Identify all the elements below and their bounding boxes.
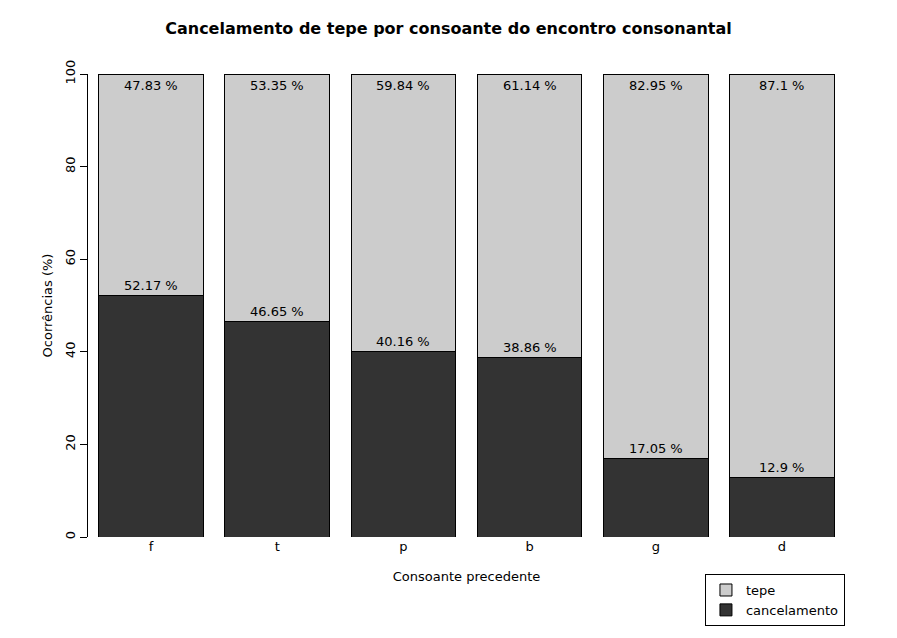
- svg-text:17.05 %: 17.05 %: [629, 441, 683, 456]
- svg-text:tepe: tepe: [746, 583, 775, 598]
- svg-text:80: 80: [63, 156, 78, 173]
- svg-text:52.17 %: 52.17 %: [124, 278, 178, 293]
- svg-text:46.65 %: 46.65 %: [250, 304, 304, 319]
- svg-text:82.95 %: 82.95 %: [629, 78, 683, 93]
- svg-text:40.16 %: 40.16 %: [376, 334, 430, 349]
- svg-text:47.83 %: 47.83 %: [124, 78, 178, 93]
- svg-text:0: 0: [63, 531, 78, 539]
- svg-text:12.9 %: 12.9 %: [759, 460, 804, 475]
- svg-text:40: 40: [63, 342, 78, 359]
- svg-text:f: f: [149, 539, 154, 554]
- svg-text:d: d: [778, 539, 786, 554]
- svg-text:87.1 %: 87.1 %: [759, 78, 804, 93]
- svg-text:p: p: [399, 539, 407, 554]
- svg-text:60: 60: [63, 249, 78, 266]
- svg-text:53.35 %: 53.35 %: [250, 78, 304, 93]
- svg-text:Consoante precedente: Consoante precedente: [393, 569, 540, 584]
- svg-text:38.86 %: 38.86 %: [503, 340, 557, 355]
- svg-text:61.14 %: 61.14 %: [503, 78, 557, 93]
- svg-text:cancelamento: cancelamento: [746, 603, 838, 618]
- svg-text:20: 20: [63, 434, 78, 451]
- svg-text:t: t: [275, 539, 280, 554]
- svg-text:Ocorrências (%): Ocorrências (%): [40, 254, 55, 358]
- svg-text:b: b: [525, 539, 533, 554]
- svg-text:59.84 %: 59.84 %: [376, 78, 430, 93]
- svg-text:g: g: [652, 539, 660, 554]
- svg-text:Cancelamento de tepe por conso: Cancelamento de tepe por consoante do en…: [165, 19, 732, 38]
- svg-text:100: 100: [63, 60, 78, 85]
